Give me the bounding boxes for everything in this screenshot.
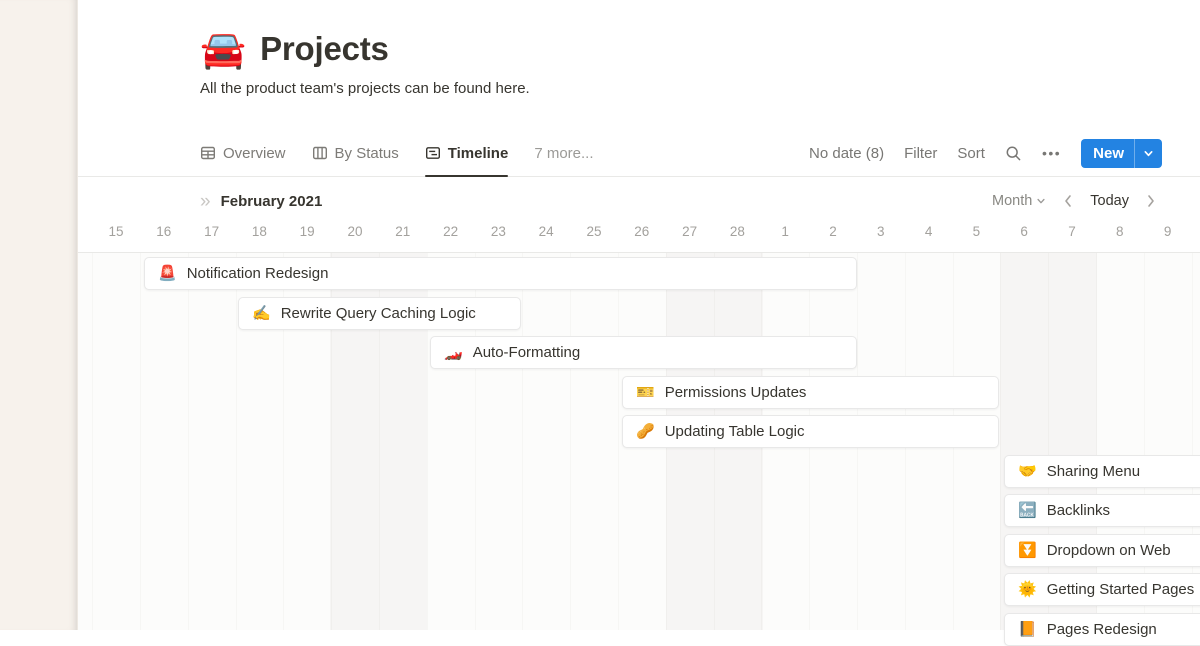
- date-label-25: 25: [586, 224, 602, 239]
- grid-column-line: [236, 253, 237, 630]
- more-options-icon[interactable]: •••: [1041, 145, 1062, 161]
- toolbar-actions: No date (8) Filter Sort ••• New: [809, 130, 1162, 176]
- item-label: Getting Started Pages: [1046, 581, 1195, 598]
- board-icon: [312, 145, 328, 161]
- date-label-9: 9: [1163, 224, 1172, 239]
- item-emoji-icon: 🤝: [1018, 463, 1037, 480]
- timeline-item-updating-table-logic[interactable]: 🥜 Updating Table Logic: [622, 415, 999, 448]
- tab-by-status-label: By Status: [334, 144, 399, 162]
- item-label: Sharing Menu: [1046, 463, 1141, 480]
- date-row: 15 16 17 18 19 20 21 22 23 24 25 26 27 28 1 2 3 4 5 6 7 8 9: [0, 221, 1200, 247]
- date-label-7: 7: [1068, 224, 1076, 239]
- timeline-zoom-select[interactable]: Month: [992, 193, 1046, 209]
- item-emoji-icon: 🏎️: [444, 344, 463, 361]
- item-emoji-icon: ✍️: [252, 305, 271, 322]
- grid-column-line: [570, 253, 571, 630]
- item-label: Backlinks: [1046, 502, 1111, 519]
- timeline-zoom-value: Month: [991, 193, 1033, 209]
- page-description: All the product team's projects can be f…: [200, 80, 530, 97]
- date-label-8: 8: [1116, 224, 1124, 239]
- item-label: Auto-Formatting: [472, 344, 581, 361]
- grid-column-line: [188, 253, 189, 630]
- prev-month-button[interactable]: [1063, 194, 1073, 208]
- date-label-22: 22: [443, 224, 459, 239]
- date-label-17: 17: [204, 224, 220, 239]
- timeline-grid: [78, 252, 1200, 630]
- date-label-1: 1: [781, 224, 789, 239]
- date-label-19: 19: [299, 224, 315, 239]
- sort-button[interactable]: Sort: [957, 144, 985, 162]
- timeline-item-dropdown-on-web[interactable]: ⏬ Dropdown on Web: [1004, 534, 1200, 567]
- item-emoji-icon: 🔙: [1018, 502, 1037, 519]
- item-label: Updating Table Logic: [664, 423, 805, 440]
- tab-by-status[interactable]: By Status: [312, 130, 399, 176]
- new-button[interactable]: New: [1081, 138, 1162, 168]
- timeline-item-sharing-menu[interactable]: 🤝 Sharing Menu: [1004, 455, 1200, 488]
- item-label: Dropdown on Web: [1046, 542, 1171, 559]
- chevron-down-icon: [1037, 198, 1045, 204]
- view-toolbar: Overview By Status Timeline: [78, 130, 1200, 177]
- tab-timeline[interactable]: Timeline: [424, 130, 509, 177]
- date-label-20: 20: [347, 224, 363, 239]
- timeline-item-backlinks[interactable]: 🔙 Backlinks: [1004, 494, 1200, 527]
- item-label: Permissions Updates: [664, 384, 807, 401]
- item-label: Notification Redesign: [186, 265, 329, 282]
- today-button[interactable]: Today: [1090, 193, 1129, 209]
- date-label-2: 2: [829, 224, 837, 239]
- page-icon: 🚘: [200, 28, 247, 70]
- date-label-18: 18: [251, 224, 267, 239]
- no-date-filter-button[interactable]: No date (8): [809, 144, 885, 162]
- sidebar-edge[interactable]: [0, 0, 78, 630]
- grid-column-line: [618, 253, 619, 630]
- timeline-items-layer: 🚨 Notification Redesign ✍️ Rewrite Query Ca…: [144, 257, 1200, 646]
- date-label-27: 27: [682, 224, 698, 239]
- date-label-21: 21: [395, 224, 411, 239]
- timeline-icon: [425, 145, 441, 161]
- timeline-item-notification-redesign[interactable]: 🚨 Notification Redesign: [144, 257, 857, 290]
- date-label-15: 15: [108, 224, 124, 239]
- new-button-label[interactable]: New: [1093, 144, 1124, 162]
- weekend-band: [1000, 253, 1097, 630]
- grid-column-line: [522, 253, 523, 630]
- item-emoji-icon: 🎫: [636, 384, 655, 401]
- month-label: February 2021: [220, 192, 323, 210]
- date-label-16: 16: [156, 224, 172, 239]
- date-label-28: 28: [729, 224, 745, 239]
- new-dropdown-button[interactable]: [1134, 138, 1162, 168]
- timeline-item-auto-formatting[interactable]: 🏎️ Auto-Formatting: [430, 336, 857, 369]
- grid-column-line: [140, 253, 141, 630]
- date-label-23: 23: [490, 224, 506, 239]
- item-label: Rewrite Query Caching Logic: [280, 305, 476, 322]
- chevron-down-icon: [1144, 150, 1153, 156]
- date-label-5: 5: [972, 224, 981, 239]
- date-label-26: 26: [634, 224, 650, 239]
- page-header: 🚘 Projects All the product team's projec…: [200, 30, 530, 97]
- date-label-3: 3: [877, 224, 885, 239]
- date-label-6: 6: [1020, 224, 1028, 239]
- timeline-item-permissions-updates[interactable]: 🎫 Permissions Updates: [622, 376, 999, 409]
- date-label-4: 4: [924, 224, 933, 239]
- item-emoji-icon: ⏬: [1018, 542, 1037, 559]
- item-emoji-icon: 🌞: [1018, 581, 1037, 598]
- item-emoji-icon: 🚨: [158, 265, 177, 282]
- timeline-item-getting-started-pages[interactable]: 🌞 Getting Started Pages: [1004, 573, 1200, 606]
- tab-overview[interactable]: Overview: [200, 130, 286, 176]
- expand-timeline-icon[interactable]: »: [200, 190, 211, 212]
- date-label-24: 24: [538, 224, 554, 239]
- filter-button[interactable]: Filter: [904, 144, 938, 162]
- tab-timeline-label: Timeline: [447, 144, 509, 162]
- page-title: Projects: [260, 30, 389, 67]
- timeline-item-rewrite-query-caching-logic[interactable]: ✍️ Rewrite Query Caching Logic: [238, 297, 521, 330]
- tab-more-label: 7 more...: [534, 144, 594, 162]
- table-icon: [200, 145, 216, 161]
- timeline-header: » February 2021 Month Today: [78, 186, 1200, 216]
- grid-column-line: [92, 253, 93, 630]
- search-icon[interactable]: [1005, 145, 1022, 162]
- grid-column-line: [1000, 253, 1001, 630]
- view-tabs: Overview By Status Timeline: [200, 130, 594, 177]
- next-month-button[interactable]: [1146, 194, 1156, 208]
- item-emoji-icon: 🥜: [636, 423, 655, 440]
- tab-more[interactable]: 7 more...: [534, 130, 593, 176]
- tab-overview-label: Overview: [223, 144, 286, 162]
